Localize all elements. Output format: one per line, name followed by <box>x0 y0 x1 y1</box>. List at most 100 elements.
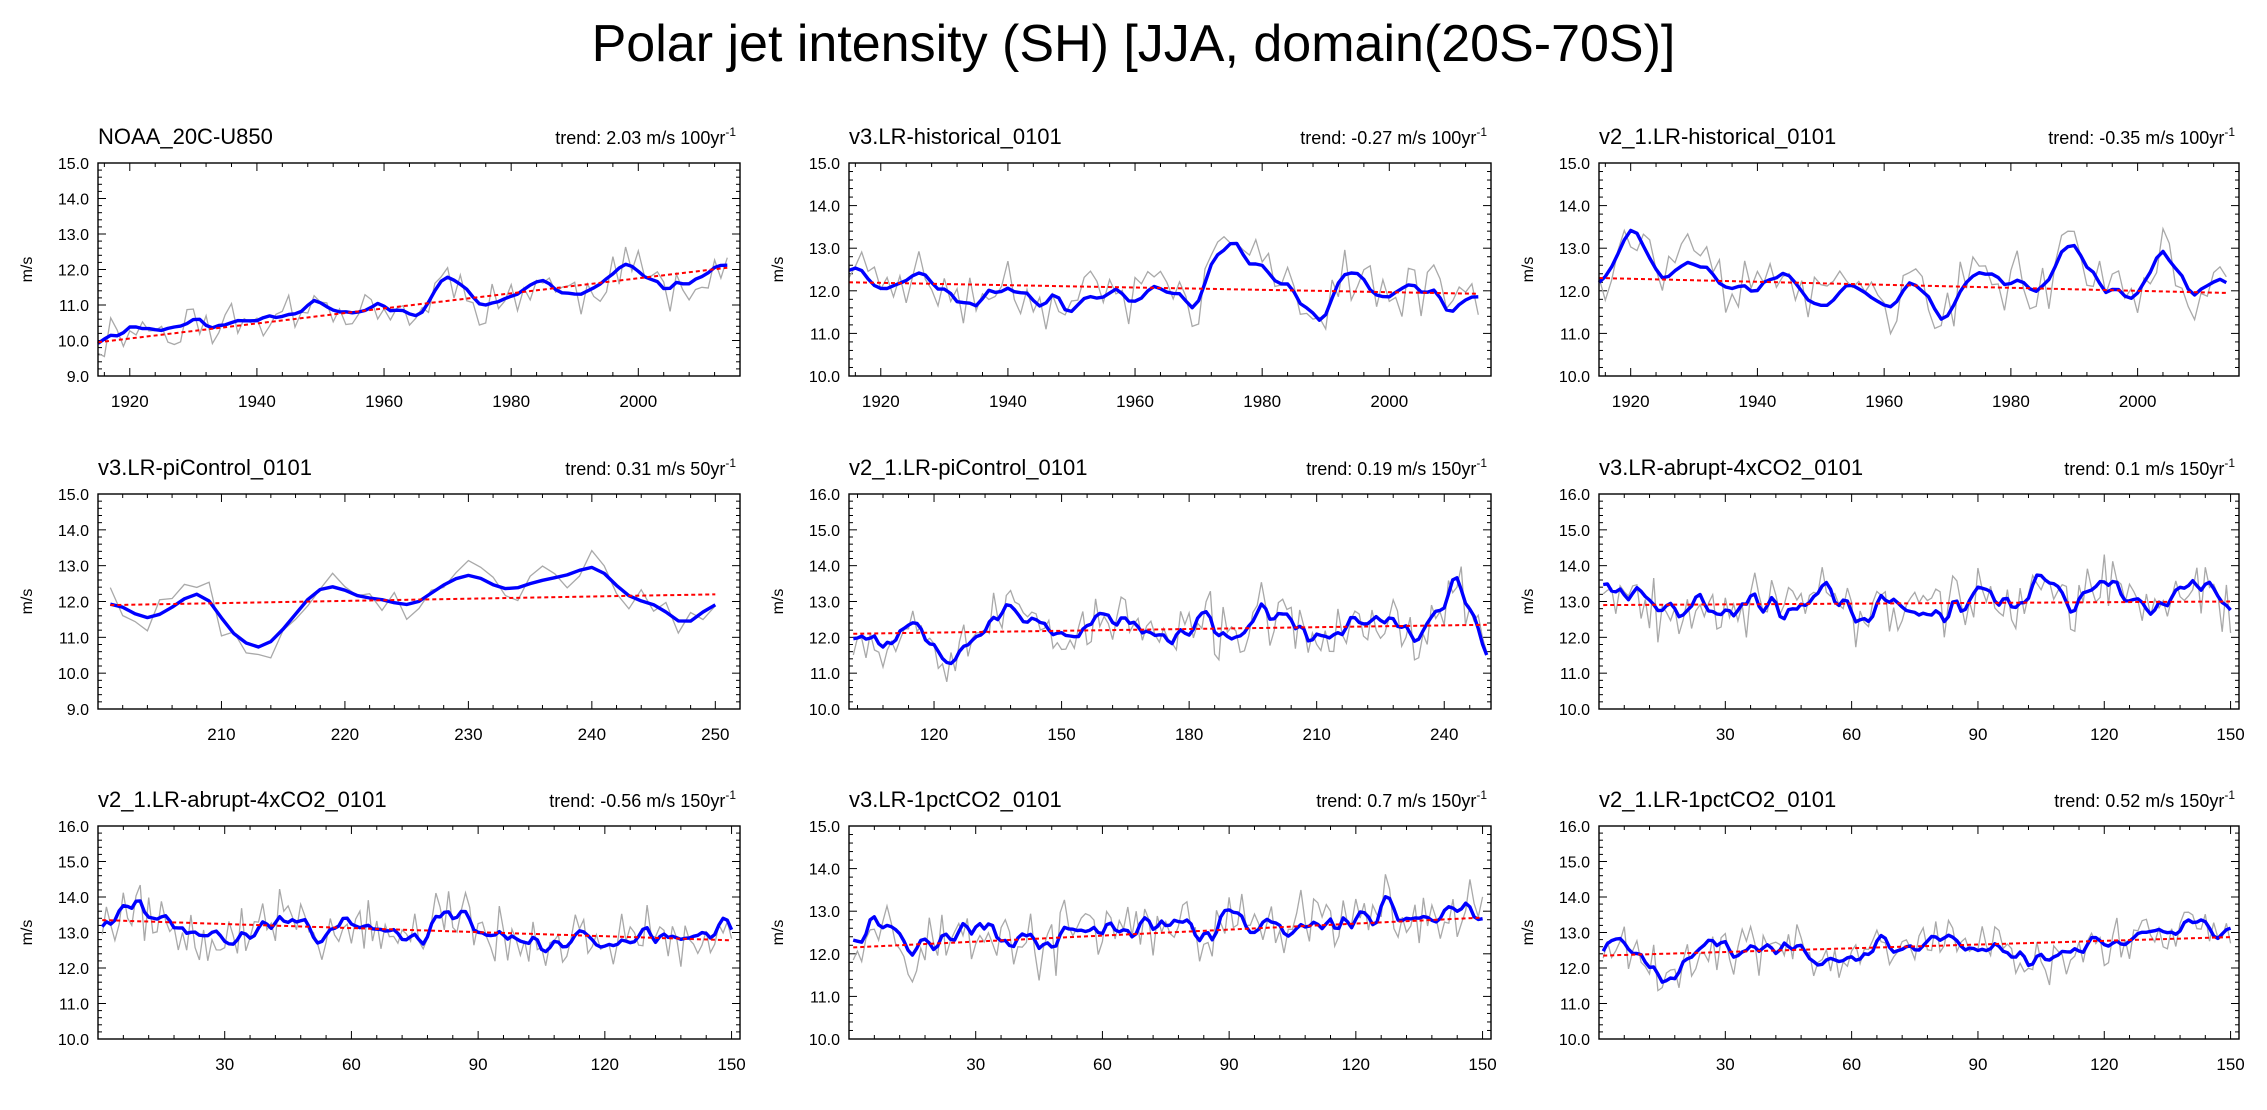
x-tick-label: 30 <box>1716 1055 1735 1074</box>
trend-value: trend: 2.03 m/s 100yr <box>555 128 725 148</box>
y-tick-label: 14.0 <box>1559 890 1590 907</box>
x-tick-label: 1920 <box>1612 392 1650 411</box>
trend-label: trend: 2.03 m/s 100yr-1 <box>555 125 736 148</box>
y-tick-label: 10.0 <box>58 334 89 351</box>
y-tick-label: 13.0 <box>58 559 89 576</box>
y-tick-label: 12.0 <box>58 263 89 280</box>
smoothed-series-line <box>1601 918 2232 984</box>
chart-panel-2: v3.LR-historical_0101 trend: -0.27 m/s 10… <box>770 124 1492 411</box>
smoothed-series-line <box>97 262 728 345</box>
trend-label: trend: -0.56 m/s 150yr-1 <box>549 788 736 811</box>
y-tick-label: 14.0 <box>809 862 840 879</box>
y-tick-label: 16.0 <box>809 487 840 504</box>
y-tick-label: 11.0 <box>810 326 840 343</box>
y-tick-label: 11.0 <box>59 997 89 1014</box>
raw-series-line <box>101 884 733 967</box>
x-tick-label: 2000 <box>619 392 657 411</box>
x-tick-label: 220 <box>331 725 359 744</box>
y-axis-label: m/s <box>1520 257 1537 283</box>
y-tick-label: 12.0 <box>1559 961 1590 978</box>
x-tick-label: 150 <box>2216 725 2244 744</box>
x-tick-label: 1920 <box>862 392 900 411</box>
y-tick-label: 15.0 <box>58 156 89 173</box>
y-tick-label: 15.0 <box>58 487 89 504</box>
trend-exponent: -1 <box>2224 125 2235 139</box>
y-tick-label: 10.0 <box>1559 702 1590 719</box>
y-tick-label: 16.0 <box>1559 819 1590 836</box>
trend-label: trend: -0.27 m/s 100yr-1 <box>1300 125 1487 148</box>
x-tick-label: 120 <box>2090 725 2118 744</box>
y-tick-label: 9.0 <box>67 369 89 386</box>
x-tick-label: 240 <box>1430 725 1458 744</box>
smoothed-series-line <box>848 241 1479 322</box>
trend-label: trend: 0.52 m/s 150yr-1 <box>2054 788 2235 811</box>
plot-frame <box>1598 825 2240 1040</box>
y-tick-label: 11.0 <box>810 989 840 1006</box>
x-tick-label: 90 <box>1968 1055 1987 1074</box>
chart-panel-8: v3.LR-1pctCO2_0101 trend: 0.7 m/s 150yr-1… <box>770 787 1497 1074</box>
x-tick-label: 1960 <box>1865 392 1903 411</box>
chart-panel-7: v2_1.LR-abrupt-4xCO2_0101 trend: -0.56 m/… <box>19 787 746 1074</box>
y-tick-label: 13.0 <box>58 926 89 943</box>
x-tick-label: 180 <box>1175 725 1203 744</box>
plot-frame <box>97 162 741 377</box>
plot-frame <box>97 825 741 1040</box>
trend-exponent: -1 <box>2224 788 2235 802</box>
y-tick-label: 11.0 <box>810 666 840 683</box>
trend-label: trend: 0.31 m/s 50yr-1 <box>565 456 736 479</box>
x-tick-label: 60 <box>342 1055 361 1074</box>
x-tick-label: 1940 <box>238 392 276 411</box>
panel-title: NOAA_20C-U850 <box>98 124 273 149</box>
y-tick-label: 11.0 <box>1560 666 1590 683</box>
plot-frame <box>1598 493 2240 710</box>
trend-value: trend: 0.31 m/s 50yr <box>565 459 725 479</box>
y-tick-label: 10.0 <box>1559 369 1590 386</box>
y-axis-label: m/s <box>770 920 787 946</box>
x-tick-label: 1980 <box>1992 392 2030 411</box>
y-tick-label: 15.0 <box>1559 855 1590 872</box>
smoothed-series-line <box>1597 228 2228 321</box>
y-tick-label: 14.0 <box>58 192 89 209</box>
trend-value: trend: -0.56 m/s 150yr <box>549 791 725 811</box>
x-tick-label: 90 <box>1220 1055 1239 1074</box>
x-tick-label: 150 <box>717 1055 745 1074</box>
x-tick-label: 120 <box>920 725 948 744</box>
y-tick-label: 14.0 <box>809 199 840 216</box>
x-tick-label: 120 <box>2090 1055 2118 1074</box>
y-axis-label: m/s <box>770 589 787 615</box>
y-tick-label: 12.0 <box>58 595 89 612</box>
plot-frame <box>848 493 1492 710</box>
raw-series-line <box>848 235 1479 331</box>
panel-title: v3.LR-piControl_0101 <box>98 455 312 480</box>
raw-series-line <box>109 549 716 659</box>
panel-title: v3.LR-abrupt-4xCO2_0101 <box>1599 455 1863 480</box>
y-tick-label: 14.0 <box>809 559 840 576</box>
x-tick-label: 120 <box>591 1055 619 1074</box>
y-tick-label: 13.0 <box>1559 595 1590 612</box>
x-tick-label: 30 <box>215 1055 234 1074</box>
y-tick-label: 10.0 <box>809 702 840 719</box>
x-tick-label: 210 <box>207 725 235 744</box>
y-tick-label: 14.0 <box>58 523 89 540</box>
y-tick-label: 12.0 <box>58 961 89 978</box>
x-tick-label: 2000 <box>1370 392 1408 411</box>
y-tick-label: 12.0 <box>809 947 840 964</box>
y-tick-label: 13.0 <box>1559 926 1590 943</box>
y-tick-label: 14.0 <box>1559 559 1590 576</box>
raw-series-line <box>852 874 1484 984</box>
trend-value: trend: -0.35 m/s 100yr <box>2048 128 2224 148</box>
y-tick-label: 15.0 <box>809 156 840 173</box>
plot-frame <box>848 825 1492 1040</box>
y-axis-label: m/s <box>19 257 36 283</box>
raw-series-line <box>97 246 728 358</box>
x-tick-label: 150 <box>2216 1055 2244 1074</box>
x-tick-label: 60 <box>1842 725 1861 744</box>
chart-panel-6: v3.LR-abrupt-4xCO2_0101 trend: 0.1 m/s 15… <box>1520 455 2245 744</box>
trend-value: trend: 0.7 m/s 150yr <box>1316 791 1476 811</box>
panel-title: v2_1.LR-1pctCO2_0101 <box>1599 787 1836 812</box>
trend-exponent: -1 <box>2224 456 2235 470</box>
y-tick-label: 15.0 <box>1559 523 1590 540</box>
x-tick-label: 90 <box>469 1055 488 1074</box>
y-tick-label: 14.0 <box>58 890 89 907</box>
